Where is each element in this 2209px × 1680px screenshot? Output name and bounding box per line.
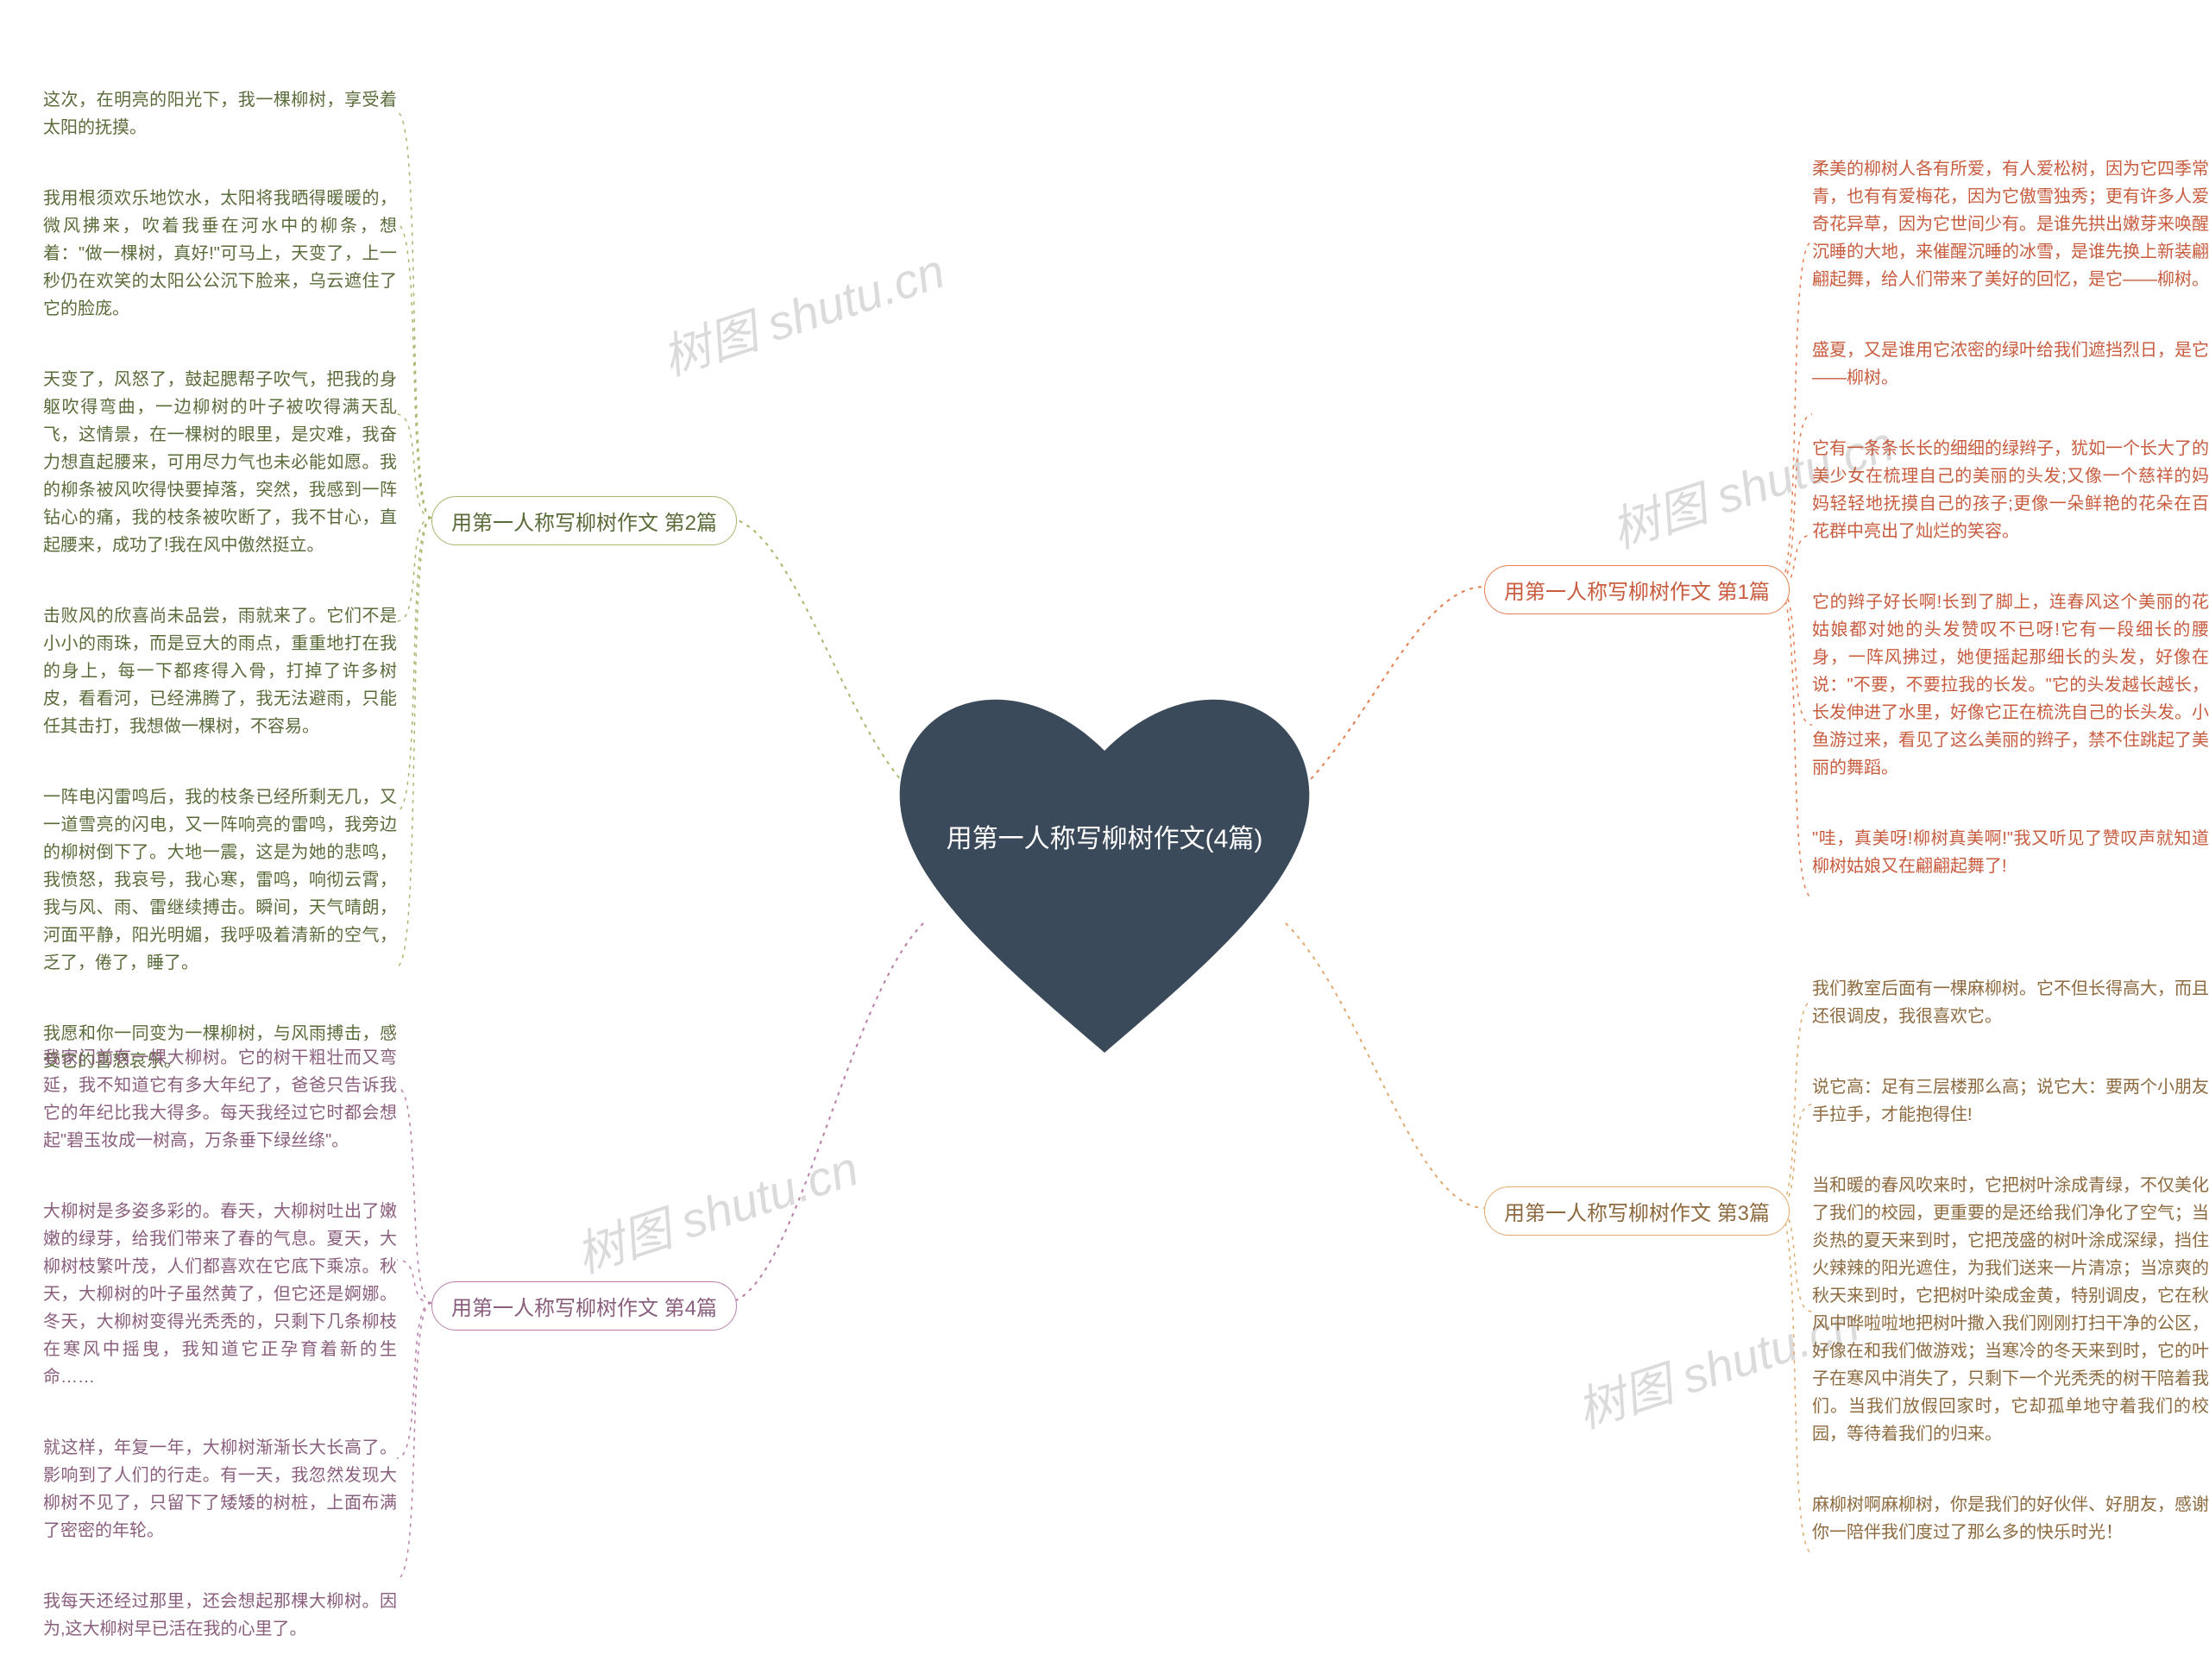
leaf-text: 我家门前有一棵大柳树。它的树干粗壮而又弯延，我不知道它有多大年纪了，爸爸只告诉我…: [43, 1044, 397, 1155]
branch-3-label: 用第一人称写柳树作文 第3篇: [1484, 1186, 1790, 1236]
leaf-text: 当和暖的春风吹来时，它把树叶涂成青绿，不仅美化了我们的校园，更重要的是还给我们净…: [1812, 1172, 2209, 1448]
watermark: 树图 shutu.cn: [652, 233, 953, 390]
leaf-text: 大柳树是多姿多彩的。春天，大柳树吐出了嫩嫩的绿芽，给我们带来了春的气息。夏天，大…: [43, 1198, 397, 1391]
leaf-text: 它有一条条长长的细细的绿辫子，犹如一个长大了的美少女在梳理自己的美丽的头发;又像…: [1812, 435, 2209, 545]
leaf-text: 就这样，年复一年，大柳树渐渐长大长高了。影响到了人们的行走。有一天，我忽然发现大…: [43, 1434, 397, 1545]
leaf-text: 柔美的柳树人各有所爱，有人爱松树，因为它四季常青，也有有爱梅花，因为它傲雪独秀；…: [1812, 155, 2209, 293]
center-title: 用第一人称写柳树作文(4篇): [897, 820, 1312, 859]
leaf-text: 一阵电闪雷鸣后，我的枝条已经所剩无几，又一道雪亮的闪电，又一阵响亮的雷鸣，我旁边…: [43, 783, 397, 977]
leaf-text: 我用根须欢乐地饮水，太阳将我晒得暖暖的，微风拂来，吹着我垂在河水中的柳条，想着：…: [43, 185, 397, 323]
leaf-text: 麻柳树啊麻柳树，你是我们的好伙伴、好朋友，感谢你一陪伴我们度过了那么多的快乐时光…: [1812, 1491, 2209, 1546]
leaf-text: 天变了，风怒了，鼓起腮帮子吹气，把我的身躯吹得弯曲，一边柳树的叶子被吹得满天乱飞…: [43, 366, 397, 559]
leaf-text: 它的辫子好长啊!长到了脚上，连春风这个美丽的花姑娘都对她的头发赞叹不已呀!它有一…: [1812, 588, 2209, 782]
center-heart: 用第一人称写柳树作文(4篇): [897, 682, 1312, 1053]
leaf-text: 说它高：足有三层楼那么高；说它大：要两个小朋友手拉手，才能抱得住!: [1812, 1073, 2209, 1129]
leaf-text: 我们教室后面有一棵麻柳树。它不但长得高大，而且还很调皮，我很喜欢它。: [1812, 975, 2209, 1030]
branch-2-leaves: 这次，在明亮的阳光下，我一棵柳树，享受着太阳的抚摸。 我用根须欢乐地饮水，太阳将…: [43, 86, 397, 1075]
branch-4-label: 用第一人称写柳树作文 第4篇: [431, 1281, 737, 1331]
leaf-text: 我每天还经过那里，还会想起那棵大柳树。因为,这大柳树早已活在我的心里了。: [43, 1588, 397, 1643]
branch-1-leaves: 柔美的柳树人各有所爱，有人爱松树，因为它四季常青，也有有爱梅花，因为它傲雪独秀；…: [1812, 155, 2209, 880]
leaf-text: 盛夏，又是谁用它浓密的绿叶给我们遮挡烈日，是它——柳树。: [1812, 337, 2209, 392]
watermark: 树图 shutu.cn: [566, 1130, 866, 1287]
leaf-text: 这次，在明亮的阳光下，我一棵柳树，享受着太阳的抚摸。: [43, 86, 397, 142]
leaf-text: 击败风的欣喜尚未品尝，雨就来了。它们不是小小的雨珠，而是豆大的雨点，重重地打在我…: [43, 602, 397, 740]
branch-1-label: 用第一人称写柳树作文 第1篇: [1484, 565, 1790, 614]
branch-2-label: 用第一人称写柳树作文 第2篇: [431, 496, 737, 545]
branch-3-leaves: 我们教室后面有一棵麻柳树。它不但长得高大，而且还很调皮，我很喜欢它。 说它高：足…: [1812, 975, 2209, 1546]
leaf-text: "哇，真美呀!柳树真美啊!"我又听见了赞叹声就知道柳树姑娘又在翩翩起舞了!: [1812, 825, 2209, 880]
branch-4-leaves: 我家门前有一棵大柳树。它的树干粗壮而又弯延，我不知道它有多大年纪了，爸爸只告诉我…: [43, 1044, 397, 1643]
